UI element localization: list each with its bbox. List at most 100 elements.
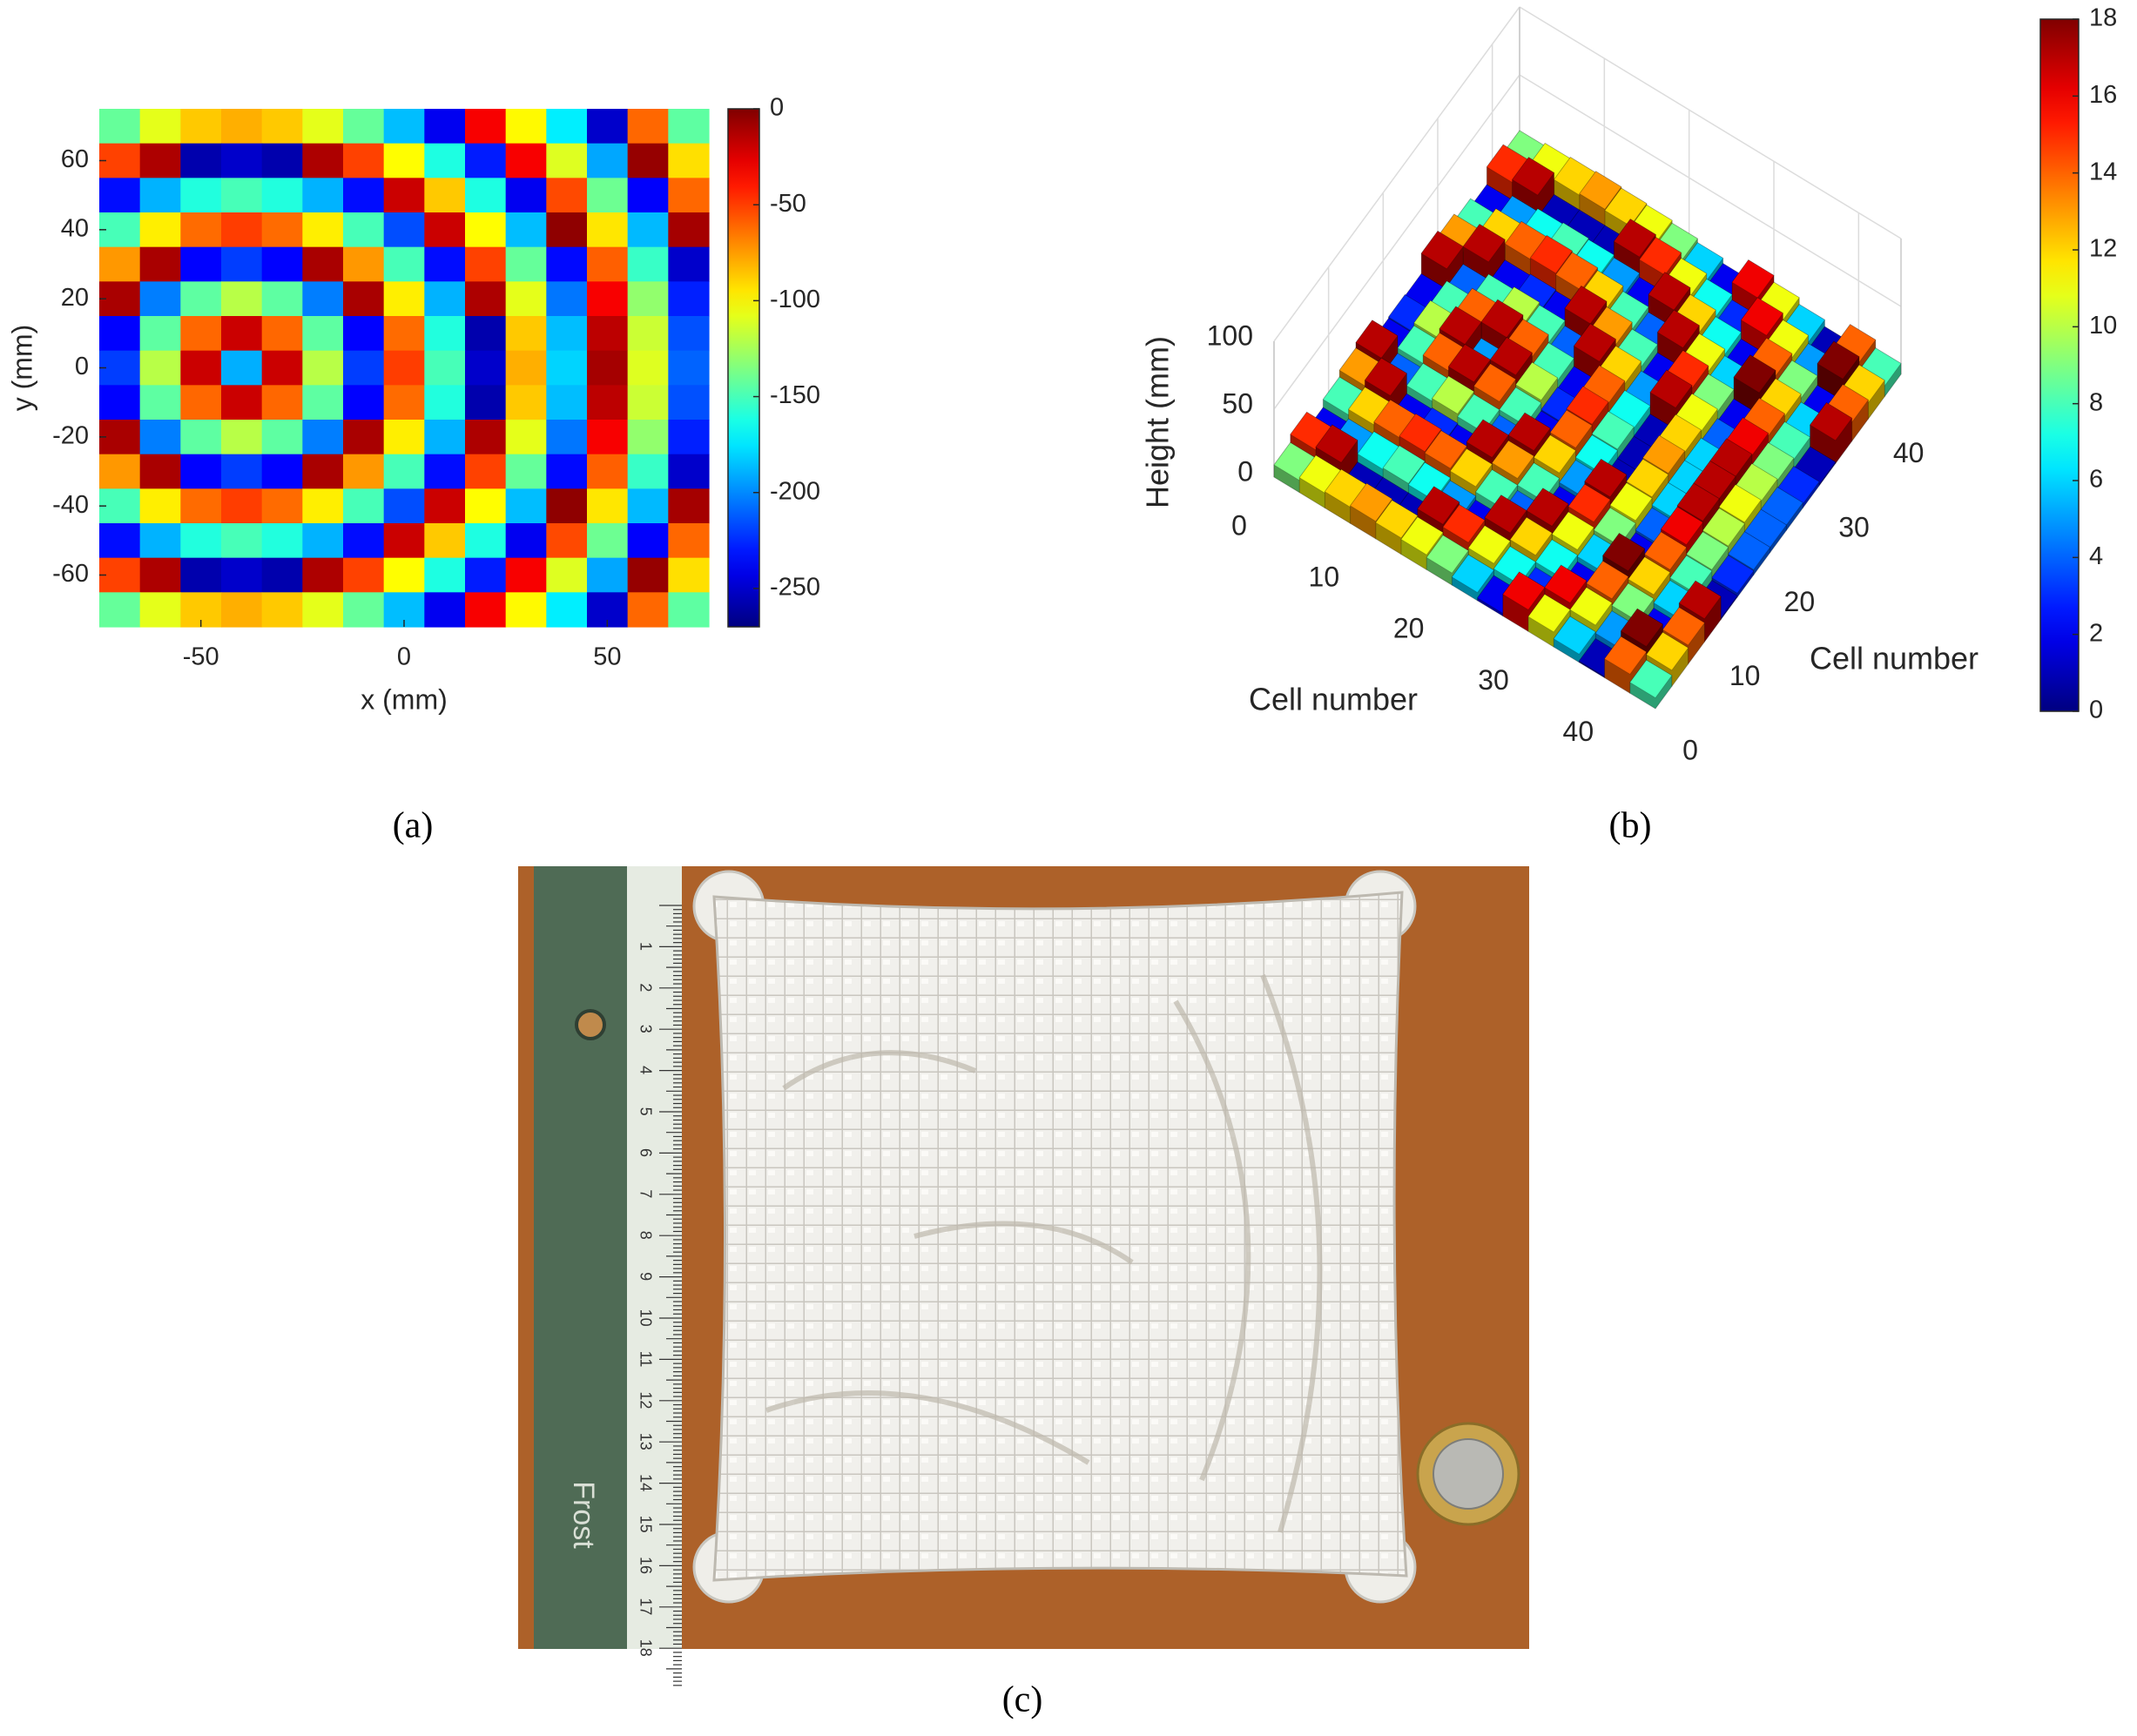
heatmap-cell xyxy=(139,420,181,455)
heatmap-cell xyxy=(221,143,263,178)
heatmap-cell xyxy=(139,178,181,213)
heatmap-cell xyxy=(302,212,344,248)
heatmap-cell xyxy=(505,281,547,317)
column-top xyxy=(1517,462,1561,501)
heatmap-cell xyxy=(221,454,263,489)
column-top xyxy=(1740,297,1783,336)
y-tick-label: 60 xyxy=(61,145,89,173)
heatmap-cell xyxy=(668,454,710,489)
column-top xyxy=(1480,299,1524,339)
heatmap-cell xyxy=(505,557,547,593)
heatmap-cell xyxy=(587,385,629,421)
column-top xyxy=(1642,434,1686,474)
heatmap-cell xyxy=(343,488,385,524)
heatmap-cell xyxy=(302,592,344,628)
heatmap-cell xyxy=(668,488,710,524)
y-tick-label: 20 xyxy=(1784,586,1816,617)
heatmap-cell xyxy=(505,454,547,489)
column-top xyxy=(1553,616,1596,655)
column-top xyxy=(1628,556,1671,595)
column-top xyxy=(1484,495,1527,534)
heatmap-cell xyxy=(261,557,303,593)
column-top xyxy=(1475,468,1519,508)
y-tick-label: 0 xyxy=(75,353,89,380)
column-top xyxy=(1593,507,1636,547)
heatmap-cell xyxy=(180,454,222,489)
heatmap-cell xyxy=(587,488,629,524)
heatmap-cell xyxy=(343,143,385,178)
heatmap-cell xyxy=(383,420,425,455)
heatmap-cell xyxy=(139,385,181,421)
heatmap-cell xyxy=(343,557,385,593)
x-axis-label: Cell number xyxy=(1249,682,1418,717)
heatmap-cell xyxy=(180,420,222,455)
heatmap-cell xyxy=(465,523,507,559)
heatmap-cell xyxy=(546,350,588,386)
x-tick-label: 0 xyxy=(1231,509,1247,541)
column-top xyxy=(1626,458,1669,498)
column-top xyxy=(1709,438,1753,477)
heatmap-cell xyxy=(465,385,507,421)
heatmap-cell xyxy=(139,350,181,386)
column-top xyxy=(1711,555,1755,594)
column-top xyxy=(1569,587,1613,626)
heatmap-cell xyxy=(180,109,222,145)
heatmap-cell xyxy=(546,109,588,145)
heatmap-cell xyxy=(546,212,588,248)
heatmap-cell xyxy=(99,246,141,282)
heatmap-cell xyxy=(505,143,547,178)
column-top xyxy=(1375,500,1419,539)
x-tick-label: 20 xyxy=(1393,613,1425,644)
heatmap-cell xyxy=(261,212,303,248)
heatmap-cell xyxy=(302,246,344,282)
heatmap-cell xyxy=(424,246,466,282)
heatmap-cell xyxy=(587,350,629,386)
heatmap-cell xyxy=(668,385,710,421)
colorbar-tick-label: 10 xyxy=(2089,312,2117,340)
y-tick-label: 20 xyxy=(61,284,89,312)
heatmap-cell xyxy=(627,454,669,489)
column-top xyxy=(1467,525,1511,564)
column-top xyxy=(1564,285,1608,325)
heatmap-cell xyxy=(261,109,303,145)
column-top xyxy=(1426,535,1469,574)
column-top xyxy=(1609,482,1653,521)
column-top xyxy=(1534,539,1578,578)
column-top xyxy=(1644,531,1688,570)
grid-line xyxy=(1273,74,1520,410)
heatmap-cell xyxy=(383,454,425,489)
column-top xyxy=(1733,354,1776,394)
grid-line xyxy=(1519,74,1902,307)
heatmap-cell xyxy=(424,385,466,421)
heatmap-cell xyxy=(261,316,303,352)
heatmap-cell xyxy=(139,454,181,489)
heatmap-cell xyxy=(261,420,303,455)
heatmap-cell xyxy=(627,557,669,593)
column-top xyxy=(1502,571,1546,610)
colorbar-tick-label: 16 xyxy=(2089,81,2117,109)
heatmap-cell xyxy=(627,246,669,282)
column-top xyxy=(1718,484,1762,523)
colorbar-tick-label: -200 xyxy=(770,477,820,505)
column-top xyxy=(1669,555,1713,594)
heatmap-cell xyxy=(383,109,425,145)
column-top xyxy=(1646,631,1689,671)
column-top xyxy=(1662,607,1705,646)
heatmap-cell xyxy=(465,350,507,386)
heatmap-cell xyxy=(465,557,507,593)
column-top xyxy=(1676,482,1720,521)
heatmap-cell xyxy=(343,385,385,421)
lens-rings xyxy=(765,973,1323,1533)
heatmap-cell xyxy=(383,350,425,386)
heatmap-cell xyxy=(627,350,669,386)
heatmap-cell xyxy=(424,178,466,213)
column-top xyxy=(1473,363,1517,402)
heatmap-cell xyxy=(139,246,181,282)
colorbar xyxy=(2039,18,2080,712)
column-top xyxy=(1702,508,1745,547)
heatmap-cell xyxy=(668,592,710,628)
heatmap-cell xyxy=(505,316,547,352)
heatmap-cell xyxy=(587,178,629,213)
heatmap-cell xyxy=(424,350,466,386)
